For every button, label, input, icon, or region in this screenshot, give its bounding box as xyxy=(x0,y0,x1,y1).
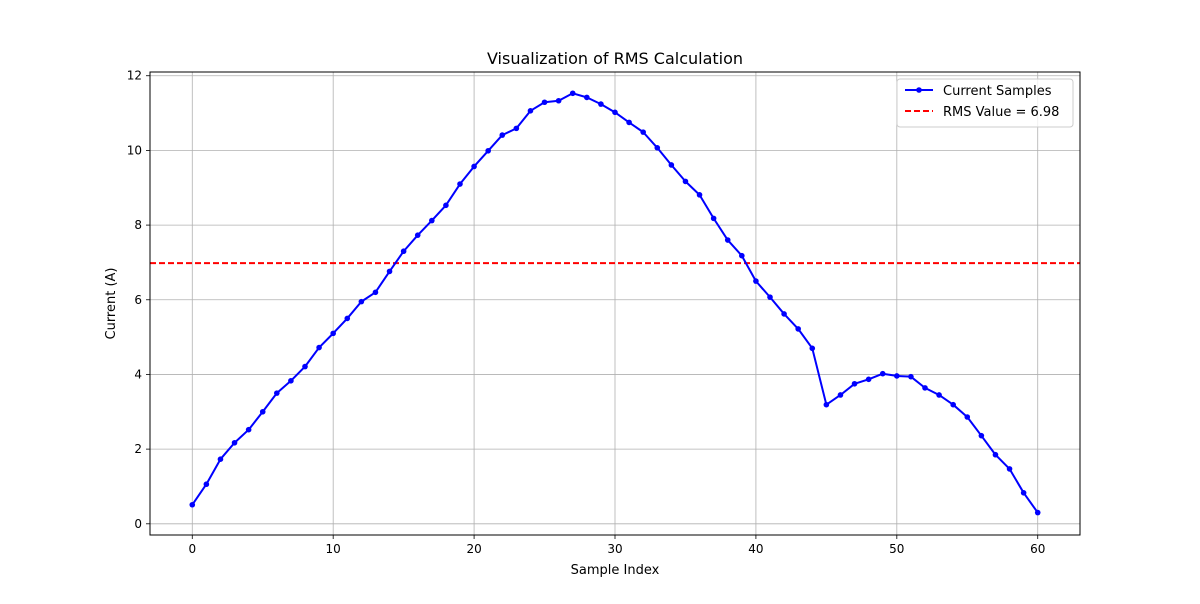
x-axis-label: Sample Index xyxy=(571,563,660,578)
current-sample-point xyxy=(668,162,675,168)
current-sample-point xyxy=(908,373,914,380)
current-sample-point xyxy=(457,181,463,187)
y-tick-label: 0 xyxy=(134,517,142,531)
y-tick-label: 10 xyxy=(127,143,142,157)
current-sample-point xyxy=(259,408,266,415)
x-tick-label: 20 xyxy=(466,542,481,556)
y-axis-label: Current (A) xyxy=(104,268,119,340)
current-sample-point xyxy=(837,392,844,398)
current-sample-point xyxy=(1020,490,1027,496)
x-tick-label: 50 xyxy=(889,542,904,556)
current-sample-point xyxy=(781,311,787,317)
current-sample-point xyxy=(499,132,506,138)
current-sample-point xyxy=(1006,466,1013,472)
current-sample-point xyxy=(541,99,548,106)
legend-marker-current-samples xyxy=(916,87,922,93)
x-tick-label: 40 xyxy=(748,542,763,556)
current-sample-point xyxy=(710,215,717,222)
current-sample-point xyxy=(302,363,308,370)
current-sample-point xyxy=(894,373,900,379)
current-sample-point xyxy=(612,109,618,116)
current-sample-point xyxy=(372,289,379,296)
current-sample-point xyxy=(288,377,294,384)
current-sample-point xyxy=(724,237,731,243)
current-sample-point xyxy=(922,385,928,391)
current-sample-point xyxy=(950,401,956,408)
y-tick-label: 8 xyxy=(134,218,142,232)
current-sample-point xyxy=(414,232,421,238)
current-sample-point xyxy=(584,94,590,101)
current-sample-point xyxy=(823,401,830,408)
current-sample-point xyxy=(978,432,985,439)
x-tick-label: 0 xyxy=(188,542,196,556)
current-sample-point xyxy=(386,268,393,275)
current-sample-point xyxy=(1034,509,1041,516)
current-sample-point xyxy=(809,345,816,352)
current-sample-point xyxy=(429,217,435,224)
current-sample-point xyxy=(964,414,971,420)
current-sample-point xyxy=(739,252,745,259)
current-sample-point xyxy=(513,125,520,132)
current-sample-point xyxy=(936,392,942,398)
current-sample-point xyxy=(569,90,576,97)
legend: Current Samples RMS Value = 6.98 xyxy=(896,78,1074,128)
current-sample-point xyxy=(471,163,477,170)
current-sample-point xyxy=(682,178,689,185)
current-sample-point xyxy=(217,456,224,463)
legend-box xyxy=(896,78,1074,128)
current-sample-point xyxy=(203,481,210,488)
current-sample-point xyxy=(555,97,562,104)
current-sample-point xyxy=(330,330,336,337)
x-tick-label: 10 xyxy=(326,542,341,556)
current-sample-point xyxy=(358,298,365,305)
current-sample-point xyxy=(274,390,280,396)
current-sample-point xyxy=(245,426,252,433)
grid xyxy=(150,72,1080,535)
current-sample-point xyxy=(443,202,449,209)
current-sample-point xyxy=(879,370,886,377)
x-tick-label: 60 xyxy=(1030,542,1045,556)
current-sample-point xyxy=(753,278,759,284)
current-sample-point xyxy=(992,451,999,458)
y-tick-label: 4 xyxy=(134,367,142,381)
series-group xyxy=(150,90,1080,516)
current-sample-point xyxy=(654,144,661,151)
current-sample-point xyxy=(626,119,632,126)
y-tick-label: 2 xyxy=(134,442,142,456)
legend-label-current-samples: Current Samples xyxy=(943,84,1052,99)
y-tick-label: 6 xyxy=(134,293,142,307)
current-sample-point xyxy=(598,101,604,107)
current-sample-point xyxy=(865,376,872,383)
current-sample-point xyxy=(344,315,351,322)
current-sample-point xyxy=(640,129,646,135)
current-sample-point xyxy=(485,147,491,154)
plot-frame xyxy=(149,71,1081,536)
current-sample-point xyxy=(400,248,407,255)
legend-label-rms-value: RMS Value = 6.98 xyxy=(943,105,1059,120)
x-tick-label: 30 xyxy=(607,542,622,556)
current-sample-point xyxy=(231,439,238,446)
y-tick-label: 12 xyxy=(127,69,142,83)
x-axis-ticks: 0 10 20 30 40 50 60 xyxy=(188,535,1045,556)
current-sample-point xyxy=(189,501,196,508)
y-axis-ticks: 0 2 4 6 8 10 12 xyxy=(127,69,150,531)
chart-title: Visualization of RMS Calculation xyxy=(487,49,743,68)
current-sample-point xyxy=(767,294,773,300)
current-sample-point xyxy=(851,380,858,387)
current-sample-point xyxy=(795,326,801,332)
current-sample-point xyxy=(696,192,703,198)
current-sample-point xyxy=(316,344,322,351)
current-sample-point xyxy=(527,108,534,114)
